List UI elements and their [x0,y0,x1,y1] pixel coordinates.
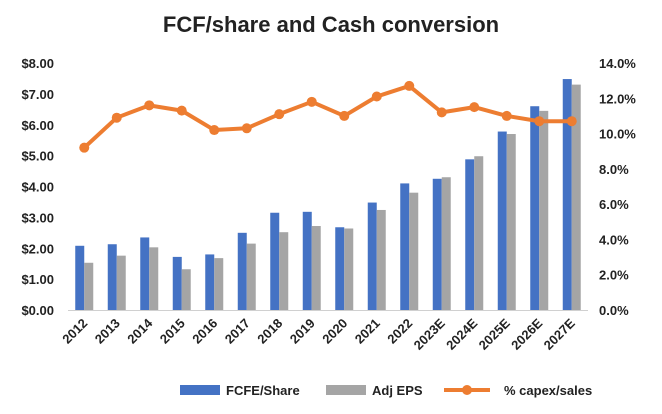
capex-line-layer [79,80,577,153]
left-tick-label: $7.00 [21,87,54,102]
capex-sales-point [241,123,252,134]
right-tick-label: 10.0% [599,127,636,142]
left-tick-label: $4.00 [21,180,54,195]
x-tick-label: 2014 [124,315,156,347]
capex-sales-point [469,102,480,113]
chart-title: FCF/share and Cash conversion [163,12,499,37]
fcfe-share-bar [205,254,215,310]
fcfe-share-bar [400,183,410,310]
fcfe-share-bar [530,106,540,310]
x-tick-label: 2019 [287,316,318,347]
legend-adj-eps-swatch [326,385,366,395]
fcfe-share-bar [497,131,507,310]
right-tick-label: 6.0% [599,197,629,212]
left-tick-label: $8.00 [21,56,54,71]
legend-fcfe-share: FCFE/Share [180,383,300,398]
fcfe-share-bar [270,212,280,310]
right-tick-label: 4.0% [599,232,629,247]
capex-sales-point [79,142,90,153]
capex-sales-point [501,110,512,121]
bars [75,79,581,311]
capex-sales-point [436,107,447,118]
legend-capex-sales-label: % capex/sales [504,383,592,398]
right-tick-label: 0.0% [599,303,629,318]
legend-capex-sales: % capex/sales [444,383,592,398]
adj-eps-bar [149,247,159,310]
fcfe-share-bar [75,245,85,310]
left-tick-label: $6.00 [21,118,54,133]
left-axis: $0.00 $1.00 $2.00 $3.00 $4.00 $5.00 $6.00 $7.00… [21,56,54,318]
capex-sales-point [566,116,577,127]
x-tick-label: 2021 [352,316,383,347]
capex-sales-point [176,105,187,116]
capex-sales-point [274,109,285,120]
adj-eps-bar [539,110,549,310]
fcfe-share-bar [302,211,312,310]
adj-eps-bar [84,262,94,310]
right-tick-label: 14.0% [599,56,636,71]
adj-eps-bar [246,243,256,310]
adj-eps-bar [409,192,419,310]
left-tick-label: $2.00 [21,241,54,256]
adj-eps-bar [181,269,191,310]
capex-sales-point [209,125,220,136]
capex-sales-point [404,80,415,91]
x-tick-label: 2027E [541,315,578,352]
fcfe-share-bar [107,244,117,310]
fcfe-share-bar [172,256,182,310]
legend-capex-sales-swatch-marker [462,385,472,395]
capex-sales-point [111,112,122,123]
x-tick-label: 2017 [222,316,253,347]
left-tick-label: $0.00 [21,303,54,318]
capex-sales-point [144,100,155,111]
capex-sales-point [339,110,350,121]
right-tick-label: 2.0% [599,268,629,283]
legend: FCFE/Share Adj EPS % capex/sales [180,383,592,398]
fcfe-share-bar [562,79,572,311]
right-tick-label: 8.0% [599,162,629,177]
adj-eps-bar [474,156,484,310]
left-tick-label: $5.00 [21,149,54,164]
legend-fcfe-share-label: FCFE/Share [226,383,300,398]
x-tick-label: 2023E [411,315,448,352]
adj-eps-bar [214,258,224,310]
x-tick-label: 2018 [254,316,285,347]
legend-adj-eps: Adj EPS [326,383,423,398]
adj-eps-bar [376,209,386,310]
capex-sales-line [82,83,572,150]
x-tick-label: 2025E [476,315,513,352]
x-tick-label: 2015 [157,316,188,347]
adj-eps-bar [344,228,354,310]
adj-eps-bar [571,84,581,310]
legend-fcfe-share-swatch [180,385,220,395]
capex-sales-point [371,91,382,102]
fcfe-share-bar [465,159,475,310]
capex-sales-point [306,96,317,107]
fcfe-share-bar [432,178,442,310]
fcfe-share-bar [237,232,247,310]
capex-sales-point [534,116,545,127]
adj-eps-bar [116,255,126,310]
left-tick-label: $1.00 [21,272,54,287]
x-tick-label: 2012 [59,316,90,347]
x-tick-label: 2013 [92,316,123,347]
fcfe-share-bar [335,227,345,310]
adj-eps-bar [441,177,451,310]
adj-eps-bar [311,226,321,310]
x-tick-label: 2016 [189,316,220,347]
right-tick-label: 12.0% [599,91,636,106]
right-axis: 0.0% 2.0% 4.0% 6.0% 8.0% 10.0% 12.0% 14.0% [599,56,636,318]
adj-eps-bar [506,134,516,310]
fcfe-share-bar [367,202,377,310]
x-axis: 2012 2013 2014 2015 2016 2017 2018 2019 2020 2021… [59,310,588,353]
x-tick-label: 2026E [508,315,545,352]
legend-adj-eps-label: Adj EPS [372,383,423,398]
x-tick-label: 2020 [319,316,350,347]
fcfe-share-bar [140,237,150,310]
left-tick-label: $3.00 [21,210,54,225]
adj-eps-bar [279,232,289,310]
x-tick-label: 2024E [443,315,480,352]
